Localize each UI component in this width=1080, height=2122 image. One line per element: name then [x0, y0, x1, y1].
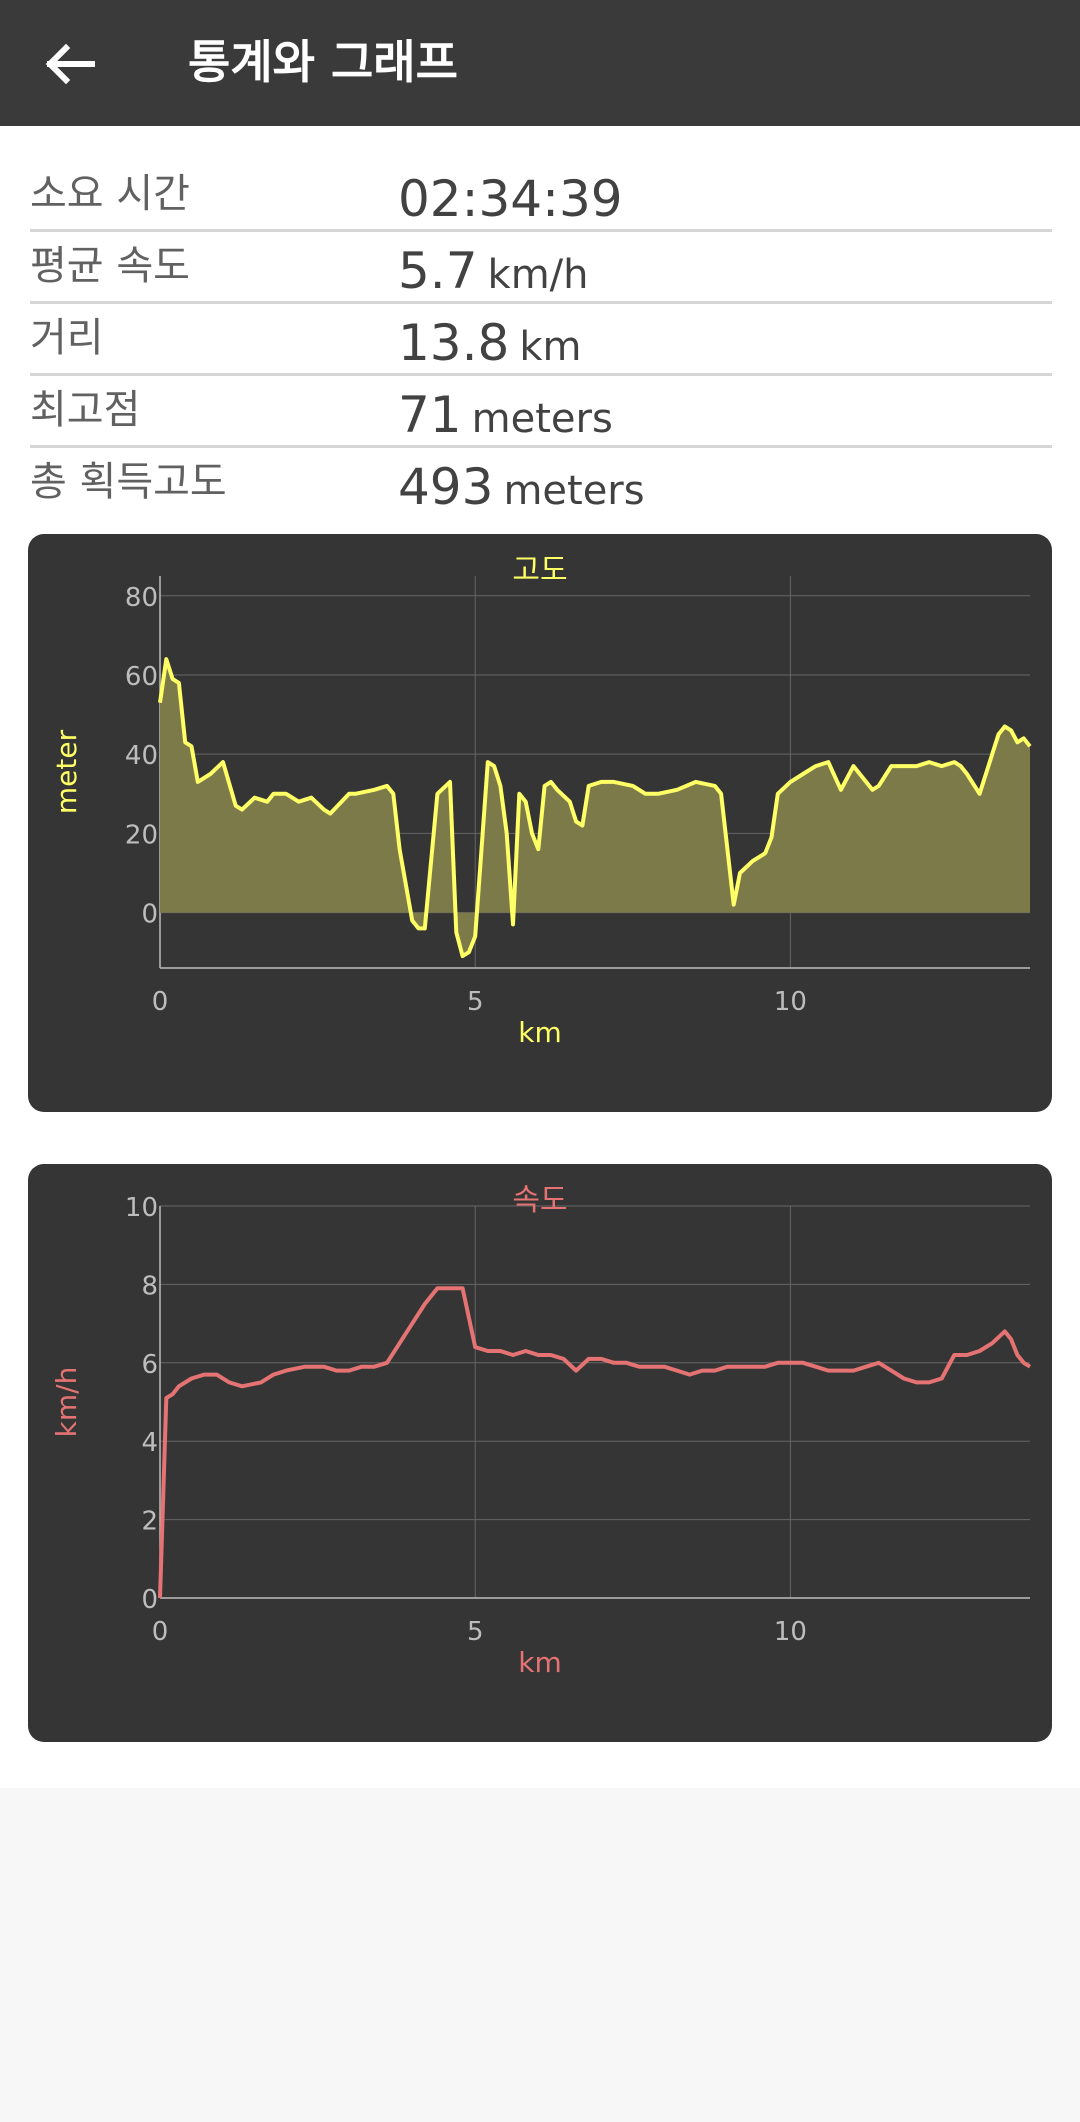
y-tick-label: 10	[125, 1193, 158, 1223]
stat-unit: km/h	[487, 252, 589, 298]
page-title: 통계와 그래프	[188, 35, 458, 89]
x-axis-label: km	[518, 1646, 562, 1679]
stat-unit: meters	[471, 396, 613, 442]
arrow-left-icon	[45, 43, 95, 85]
x-tick-label: 0	[152, 987, 169, 1017]
y-tick-label: 40	[125, 741, 158, 771]
y-tick-label: 60	[125, 662, 158, 692]
stat-unit: km	[519, 324, 582, 370]
stat-row-max-altitude: 최고점 71 meters	[30, 376, 1052, 448]
altitude-chart-card: 0 20 40 60 80 0 5 10 고도 km meter	[28, 534, 1052, 1112]
y-tick-label: 4	[141, 1428, 158, 1458]
stat-label: 평균 속도	[30, 243, 190, 289]
stat-value: 5.7	[398, 242, 478, 300]
stat-row-elevation-gain: 총 획득고도 493 meters	[30, 448, 1052, 517]
app-bar: 통계와 그래프	[0, 0, 1080, 126]
stats-content: 소요 시간 02:34:39 평균 속도 5.7 km/h 거리 13.8 km 최…	[0, 126, 1080, 1788]
empty-area	[0, 1788, 1080, 2122]
y-axis-label: km/h	[50, 1367, 83, 1438]
stat-value: 02:34:39	[398, 170, 623, 228]
y-tick-label: 0	[141, 1585, 158, 1615]
stat-row-duration: 소요 시간 02:34:39	[30, 160, 1052, 232]
stat-label: 거리	[30, 315, 104, 361]
chart-title: 속도	[512, 1183, 567, 1218]
speed-line	[158, 1286, 1032, 1599]
y-tick-label: 0	[141, 900, 158, 930]
chart-title: 고도	[512, 553, 567, 588]
stat-unit: meters	[503, 468, 645, 514]
stat-row-distance: 거리 13.8 km	[30, 304, 1052, 376]
altitude-line	[158, 657, 1032, 959]
x-tick-label: 5	[467, 987, 484, 1017]
altitude-area	[160, 659, 1030, 957]
x-axis-label: km	[518, 1016, 562, 1049]
x-tick-label: 10	[774, 1617, 807, 1647]
stat-value: 13.8	[398, 314, 510, 372]
y-tick-label: 80	[125, 583, 158, 613]
y-tick-label: 20	[125, 820, 158, 850]
stats-table: 소요 시간 02:34:39 평균 속도 5.7 km/h 거리 13.8 km 최…	[30, 160, 1052, 517]
speed-chart-card: 0 2 4 6 8 10 0 5 10 속도 km km/h	[28, 1164, 1052, 1742]
back-button[interactable]	[30, 28, 120, 98]
speed-chart: 0 2 4 6 8 10 0 5 10 속도 km km/h	[50, 1183, 1032, 1679]
x-tick-label: 10	[774, 987, 807, 1017]
stat-row-avg-speed: 평균 속도 5.7 km/h	[30, 232, 1052, 304]
stat-label: 최고점	[30, 387, 141, 433]
x-tick-label: 5	[467, 1617, 484, 1647]
stat-label: 소요 시간	[30, 171, 190, 217]
stat-value: 71	[398, 386, 462, 444]
y-tick-label: 2	[141, 1507, 158, 1537]
x-tick-label: 0	[152, 1617, 169, 1647]
altitude-chart: 0 20 40 60 80 0 5 10 고도 km meter	[50, 553, 1032, 1049]
stat-value: 493	[398, 458, 494, 516]
y-tick-label: 8	[141, 1271, 158, 1301]
stat-label: 총 획득고도	[30, 459, 227, 505]
y-axis-label: meter	[50, 729, 83, 814]
y-tick-label: 6	[141, 1350, 158, 1380]
